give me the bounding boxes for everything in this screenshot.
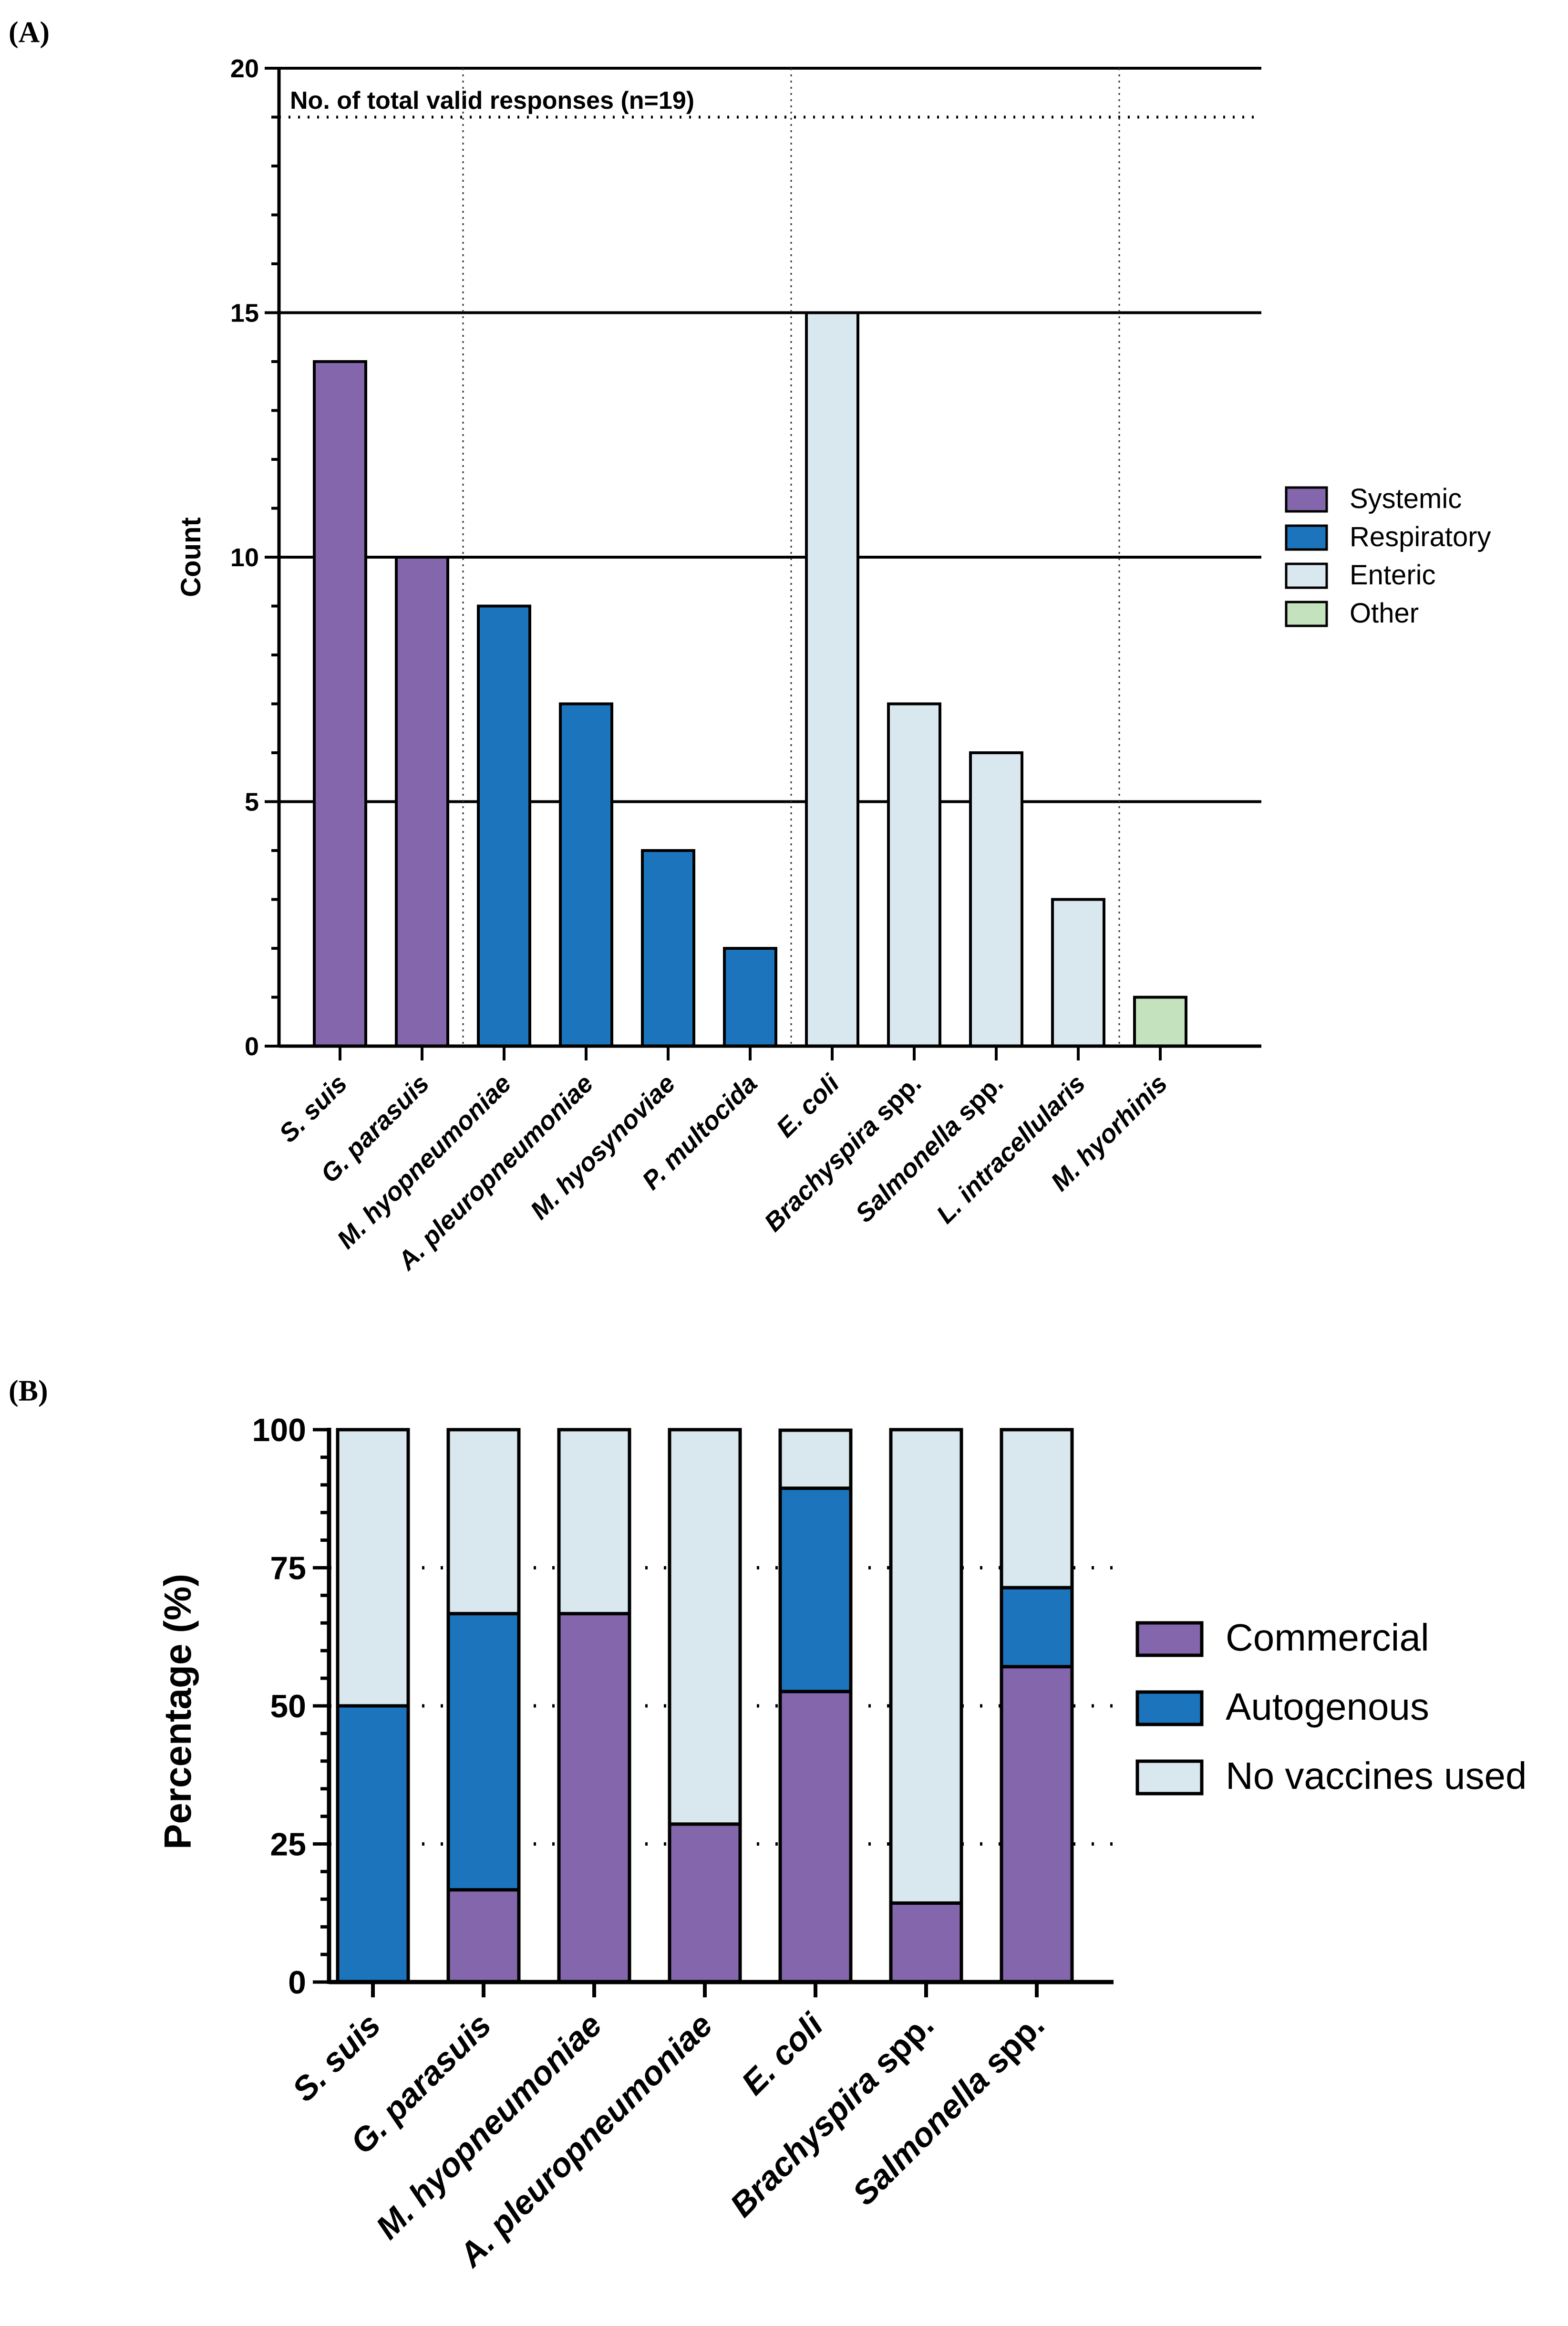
legend-swatch [1285,601,1328,627]
bar [723,947,777,1048]
legend-label: Systemic [1350,483,1462,514]
bar [559,702,613,1048]
x-tick-label: Salmonella spp. [846,2006,1052,2212]
y-tick-label: 25 [270,1827,306,1863]
panel-label-b: (B) [9,1375,48,1407]
legend-label: Other [1350,598,1419,629]
legend-swatch [1135,1690,1204,1726]
legend-label: Enteric [1350,560,1436,591]
legend-swatch [1135,1621,1204,1657]
legend-a: Systemic Respiratory Enteric Other [1285,483,1491,629]
bar [887,702,941,1048]
x-tick-label: S. suis [274,1069,353,1148]
stacked-bar-segment [778,1428,853,1490]
stacked-bar-segment [446,1612,521,1892]
stacked-bar-segment [778,1486,853,1693]
stacked-bar-segment [778,1690,853,1984]
panel-a-count-chart: (A) No. of total valid responses (n=19) 0 5… [9,16,1491,1276]
legend-label: No vaccines used [1226,1755,1527,1797]
y-tick-label: 20 [230,54,259,83]
y-tick-label: 5 [245,788,259,817]
x-tick-label: E. coli [734,2005,831,2102]
y-tick-label: 0 [288,1964,306,2001]
x-tick-label: Brachyspira spp. [723,2006,941,2224]
stacked-bar-segment [446,1888,521,1984]
bar [1133,996,1187,1048]
y-axis-title: Count [175,517,206,597]
stacked-bar-segment [889,1428,963,1905]
legend-label: Respiratory [1350,521,1491,552]
bar [805,311,859,1048]
bar [641,849,695,1048]
x-tick-label: M. hyosynoviae [525,1069,681,1225]
y-axis-title: Percentage (%) [156,1574,199,1849]
y-tick-label: 10 [230,543,259,572]
legend-swatch [1285,524,1328,551]
y-tick-label: 75 [270,1550,306,1587]
bar [477,604,531,1048]
bar [1051,898,1105,1048]
stacked-bar-segment [557,1428,631,1616]
stacked-bar-segment [1000,1586,1074,1669]
legend-label: Commercial [1226,1616,1429,1659]
x-tick-label: Brachyspira spp. [759,1069,927,1237]
y-tick-label: 50 [270,1688,306,1724]
stacked-bar-segment [446,1428,521,1616]
bar [395,556,449,1048]
y-tick-label: 100 [252,1412,306,1448]
stacked-bar-segment [668,1822,742,1984]
legend-swatch [1285,562,1328,589]
x-tick-label: E. coli [771,1069,846,1143]
bar [313,360,367,1048]
stacked-bar-segment [1000,1428,1074,1589]
legend-label: Autogenous [1226,1685,1429,1728]
x-tick-label: S. suis [285,2006,388,2108]
reference-line-label: No. of total valid responses (n=19) [290,87,694,114]
y-tick-label: 0 [245,1032,259,1061]
x-tick-label: L. intracellularis [931,1069,1091,1229]
stacked-bar-segment [1000,1665,1074,1984]
panel-label-a: (A) [9,16,50,49]
legend-b: Commercial Autogenous No vaccines used [1135,1616,1527,1797]
stacked-bar-segment [336,1704,410,1984]
stacked-bar-segment [557,1612,631,1984]
stacked-bar-segment [668,1428,742,1826]
legend-swatch [1285,486,1328,513]
bar [969,751,1023,1048]
x-tick-label: Salmonella spp. [850,1069,1009,1228]
legend-swatch [1135,1759,1204,1796]
stacked-bar-segment [889,1901,963,1984]
stacked-bar-segment [336,1428,410,1708]
y-tick-label: 15 [230,299,259,328]
